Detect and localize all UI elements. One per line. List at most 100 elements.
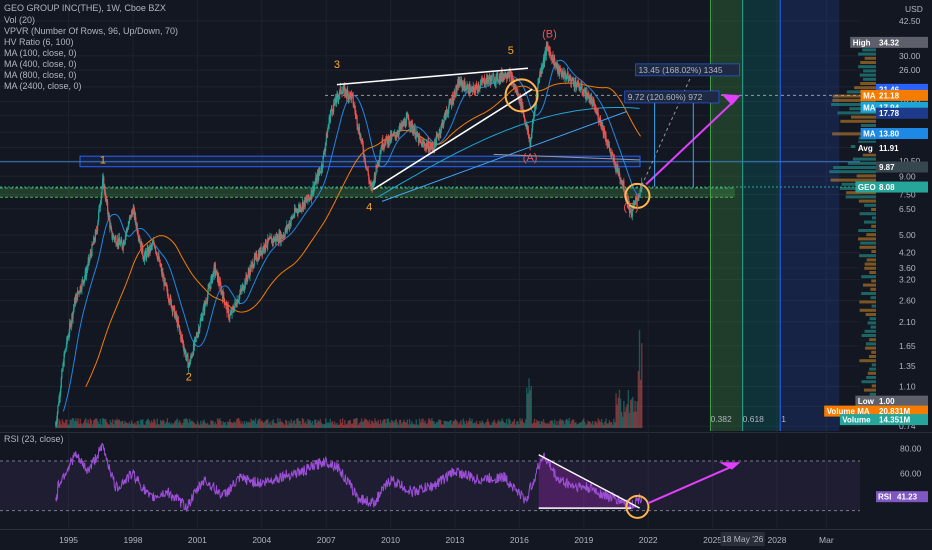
candle-body — [231, 307, 233, 314]
candle-body — [334, 98, 336, 103]
price-label-value-bg — [876, 414, 928, 426]
candle-body — [465, 89, 468, 90]
volume-bar — [450, 419, 452, 428]
candle-body — [408, 124, 411, 126]
volume-bar — [219, 418, 221, 428]
candle-body — [544, 54, 546, 63]
price-label-name-bg — [860, 101, 876, 113]
volume-bar — [405, 422, 407, 428]
volume-bar — [460, 420, 462, 428]
candle-body — [174, 314, 176, 318]
candle-body — [613, 158, 616, 162]
volume-bar — [502, 421, 505, 428]
volume-bar — [607, 423, 609, 428]
candle-body — [233, 306, 235, 312]
volume-bar — [144, 424, 146, 428]
candle-body — [96, 225, 99, 232]
volume-bar — [586, 423, 588, 428]
volume-bar — [384, 419, 386, 428]
price-label-value: 21.18 — [879, 91, 900, 100]
candle-body — [413, 131, 415, 135]
candle-body — [501, 71, 503, 79]
candle-body — [426, 145, 429, 149]
candle-body — [493, 76, 495, 84]
volume-bar — [577, 423, 579, 428]
vpvr-bar — [862, 153, 876, 157]
volume-bar — [325, 418, 327, 428]
vpvr-bar — [859, 254, 876, 258]
candle-body — [78, 291, 80, 293]
candle-body — [487, 75, 489, 80]
volume-bar — [215, 424, 218, 428]
volume-bar — [87, 419, 89, 428]
volume-bar — [149, 422, 152, 428]
candle-body — [204, 301, 206, 312]
volume-bar — [383, 419, 385, 428]
vpvr-bar — [859, 359, 876, 363]
candle-body — [378, 160, 380, 164]
volume-bar — [230, 421, 232, 428]
candle-body — [640, 185, 642, 191]
candle-body — [587, 92, 589, 99]
candle-body — [215, 272, 217, 274]
volume-bar — [452, 421, 454, 428]
volume-bar — [67, 424, 69, 428]
candle-body — [422, 141, 425, 144]
volume-bar — [110, 422, 113, 428]
volume-bar — [203, 419, 205, 428]
vpvr-bar — [869, 338, 876, 342]
candle-body — [375, 165, 377, 175]
candle-body — [527, 129, 530, 137]
candle-body — [216, 271, 219, 282]
volume-bar — [223, 422, 225, 428]
vpvr-bar — [845, 195, 876, 199]
candle-body — [578, 86, 580, 91]
candle-body — [456, 82, 459, 89]
volume-bar — [90, 420, 93, 428]
candle-body — [467, 84, 469, 93]
candle-body — [585, 97, 587, 99]
time-axis-border — [0, 529, 932, 530]
volume-bar — [495, 423, 498, 428]
volume-bar — [377, 420, 380, 428]
volume-bar — [537, 421, 539, 428]
candle-body — [557, 67, 559, 72]
volume-bar — [368, 419, 371, 428]
volume-bar — [147, 418, 150, 428]
candle-body — [216, 270, 218, 272]
candle-body — [213, 264, 215, 276]
time-tick: 1998 — [124, 535, 143, 545]
highlight-circle — [504, 78, 539, 113]
candle-body — [360, 140, 363, 142]
volume-bar — [512, 421, 515, 428]
candle-body — [532, 118, 535, 121]
candle-body — [172, 306, 175, 310]
volume-bar — [538, 420, 540, 428]
candle-body — [531, 123, 533, 132]
volume-bar — [431, 418, 433, 428]
volume-bar — [514, 424, 517, 428]
volume-bar — [378, 423, 381, 428]
volume-bar — [370, 420, 373, 428]
volume-bar — [346, 423, 348, 428]
candle-body — [481, 79, 483, 81]
candle-body — [440, 124, 442, 130]
candle-body — [68, 333, 70, 337]
price-label-value: 8.08 — [879, 183, 895, 192]
candle-body — [398, 129, 400, 135]
candle-body — [187, 356, 189, 368]
candle-body — [95, 230, 98, 233]
volume-bar — [137, 420, 140, 428]
volume-bar — [311, 420, 314, 428]
volume-bar — [430, 420, 432, 428]
candle-body — [266, 246, 268, 248]
volume-bar — [115, 420, 117, 428]
support-zone — [0, 188, 735, 198]
volume-bar — [387, 418, 390, 428]
candle-body — [435, 135, 437, 147]
volume-bar — [135, 424, 137, 428]
volume-bar — [242, 424, 244, 428]
volume-bar — [100, 424, 103, 428]
volume-bar — [142, 419, 144, 428]
volume-bar — [221, 424, 223, 428]
